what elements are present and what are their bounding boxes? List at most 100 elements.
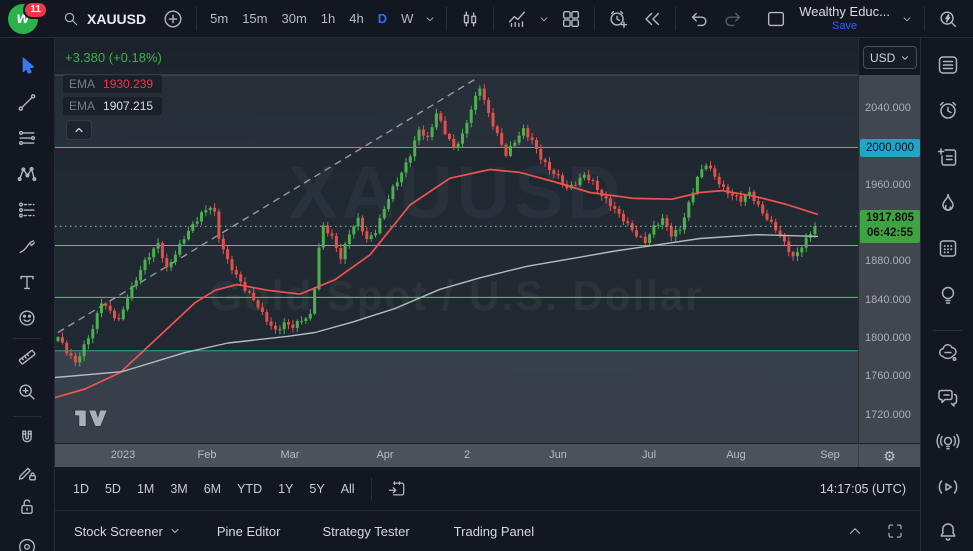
date-range-toolbar: 1D 5D 1M 3M 6M YTD 1Y 5Y All 14:17:05 (U… <box>55 467 920 510</box>
gear-icon[interactable]: ⚙ <box>883 449 896 463</box>
indicators-menu-chevron-icon[interactable] <box>534 4 554 34</box>
chat-icon[interactable] <box>935 385 961 409</box>
ideas-lightbulb-icon[interactable] <box>935 283 961 307</box>
fullscreen-icon[interactable] <box>882 516 908 546</box>
ruler-tool-icon[interactable] <box>13 344 41 370</box>
chevron-down-icon <box>169 525 181 537</box>
tab-pine-editor[interactable]: Pine Editor <box>213 518 285 545</box>
text-tool-icon[interactable] <box>13 269 41 295</box>
legend-collapse-button[interactable] <box>66 120 92 140</box>
session-clock[interactable]: 14:17:05 (UTC) <box>820 482 906 496</box>
range-1d[interactable]: 1D <box>65 478 97 500</box>
alerts-icon[interactable] <box>935 98 961 122</box>
notifications-bell-icon[interactable] <box>935 520 961 544</box>
range-5d[interactable]: 5D <box>97 478 129 500</box>
symbol-search-button[interactable]: XAUUSD <box>52 0 156 37</box>
currency-value: USD <box>870 51 895 65</box>
range-ytd[interactable]: YTD <box>229 478 270 500</box>
tradingview-logo-watermark[interactable] <box>65 402 117 433</box>
undo-icon[interactable] <box>682 4 716 34</box>
time-axis[interactable]: 2023FebMarApr2JunJulAugSep <box>55 443 858 467</box>
time-tick: Sep <box>820 449 840 461</box>
panel-expand-chevron-icon[interactable] <box>842 516 868 546</box>
bar-countdown: 06:42:55 <box>860 226 920 242</box>
timeframe-menu-chevron-icon[interactable] <box>420 4 440 34</box>
chart-pane[interactable]: XAUUSD Gold Spot / U.S. Dollar +3.380 (+… <box>55 38 858 443</box>
sidebar-divider <box>933 330 962 331</box>
trend-line-tool-icon[interactable] <box>13 89 41 115</box>
streams-live-icon[interactable] <box>935 475 961 499</box>
timeframe-4h[interactable]: 4h <box>342 5 370 33</box>
lock-all-drawings-icon[interactable] <box>13 493 41 519</box>
indicators-icon[interactable] <box>500 4 534 34</box>
price-tick: 1800.000 <box>859 332 921 344</box>
toolbar-separator <box>446 7 447 31</box>
time-tick: Feb <box>198 449 217 461</box>
hide-drawings-eye-icon[interactable] <box>13 532 41 551</box>
price-axis[interactable]: 2040.0001960.0001880.0001840.0001800.000… <box>858 38 920 443</box>
forecast-tool-icon[interactable] <box>13 197 41 223</box>
zoom-in-tool-icon[interactable] <box>13 379 41 405</box>
timeframe-1w[interactable]: W <box>394 5 420 33</box>
ema-slow-legend-row[interactable]: EMA 1907.215 <box>63 97 162 115</box>
tab-trading-panel[interactable]: Trading Panel <box>450 518 538 545</box>
chart-style-candles-icon[interactable] <box>453 4 487 34</box>
range-6m[interactable]: 6M <box>196 478 229 500</box>
chart-legend: +3.380 (+0.18%) EMA 1930.239 EMA 1907.21… <box>63 50 162 115</box>
currency-select[interactable]: USD <box>863 46 917 69</box>
toolbar-separator <box>675 7 676 31</box>
redo-icon[interactable] <box>716 4 750 34</box>
axis-settings-corner[interactable]: ⚙ <box>858 443 920 467</box>
cursor-tool-icon[interactable] <box>13 53 41 79</box>
save-layout-link[interactable]: Save <box>832 20 857 33</box>
create-alert-icon[interactable] <box>601 4 635 34</box>
price-change-text[interactable]: +3.380 (+0.18%) <box>65 50 162 65</box>
ema-fast-legend-row[interactable]: EMA 1930.239 <box>63 75 162 93</box>
range-5y[interactable]: 5Y <box>301 478 332 500</box>
timeframe-5m[interactable]: 5m <box>203 5 235 33</box>
emoji-tool-icon[interactable] <box>13 305 41 331</box>
tab-strategy-tester[interactable]: Strategy Tester <box>318 518 413 545</box>
compare-add-icon[interactable] <box>156 4 190 34</box>
minds-icon[interactable] <box>935 341 961 365</box>
journal-icon[interactable] <box>935 145 961 169</box>
drawing-lock-tool-icon[interactable] <box>13 459 41 485</box>
quick-search-icon[interactable] <box>931 4 965 34</box>
magnet-tool-icon[interactable] <box>13 425 41 451</box>
ema-fast-value: 1930.239 <box>103 77 153 91</box>
fib-retracement-tool-icon[interactable] <box>13 125 41 151</box>
layout-name-button[interactable]: Wealthy Educ... Save <box>793 5 896 33</box>
timeframe-30m[interactable]: 30m <box>274 5 313 33</box>
range-1y[interactable]: 1Y <box>270 478 301 500</box>
timeframe-15m[interactable]: 15m <box>235 5 274 33</box>
notification-badge: 11 <box>23 1 48 19</box>
highlighted-price-label: 2000.000 <box>860 139 920 157</box>
ema-slow-label: EMA <box>69 99 95 113</box>
range-separator <box>371 478 372 500</box>
calendar-icon[interactable] <box>935 236 961 260</box>
layout-grid-icon[interactable] <box>554 4 588 34</box>
user-avatar[interactable]: w 11 <box>8 4 38 34</box>
top-toolbar: w 11 XAUUSD 5m 15m 30m 1h 4h D W <box>0 0 973 38</box>
range-1m[interactable]: 1M <box>129 478 162 500</box>
price-tick: 2040.000 <box>859 102 921 114</box>
toolbar-separator <box>594 7 595 31</box>
candlestick-chart[interactable] <box>55 38 858 443</box>
ideas-stream-icon[interactable] <box>935 430 961 454</box>
xabcd-pattern-tool-icon[interactable] <box>13 161 41 187</box>
tab-stock-screener[interactable]: Stock Screener <box>70 518 185 545</box>
brush-tool-icon[interactable] <box>13 233 41 259</box>
right-sidebar <box>920 38 973 551</box>
layout-menu-chevron-icon[interactable] <box>896 4 918 34</box>
hotlists-flame-icon[interactable] <box>935 191 961 215</box>
strategy-tester-label: Strategy Tester <box>322 524 409 539</box>
timeframe-1h[interactable]: 1h <box>314 5 342 33</box>
layout-select-icon[interactable] <box>759 4 793 34</box>
bar-replay-icon[interactable] <box>635 4 669 34</box>
range-all[interactable]: All <box>333 478 363 500</box>
range-3m[interactable]: 3M <box>162 478 195 500</box>
watchlist-icon[interactable] <box>935 53 961 77</box>
time-tick: 2023 <box>111 449 135 461</box>
go-to-date-icon[interactable] <box>380 474 414 504</box>
timeframe-1d[interactable]: D <box>371 5 394 33</box>
